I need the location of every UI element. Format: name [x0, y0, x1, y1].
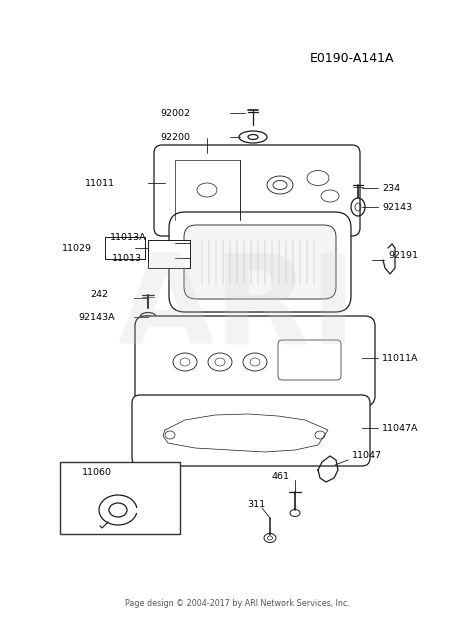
Text: 92143A: 92143A [78, 313, 115, 321]
Text: 11013A: 11013A [110, 233, 146, 241]
Text: ARI: ARI [117, 249, 357, 371]
FancyBboxPatch shape [154, 145, 360, 236]
Text: 461: 461 [272, 472, 290, 480]
FancyBboxPatch shape [135, 316, 375, 406]
Text: 11011A: 11011A [382, 353, 419, 363]
FancyBboxPatch shape [278, 340, 341, 380]
Text: 11011: 11011 [85, 178, 115, 188]
Text: 92200: 92200 [160, 132, 190, 142]
FancyBboxPatch shape [169, 212, 351, 312]
Text: 92143: 92143 [382, 202, 412, 212]
Bar [105, 237, 145, 259]
Text: Page design © 2004-2017 by ARI Network Services, Inc.: Page design © 2004-2017 by ARI Network S… [125, 599, 349, 608]
FancyBboxPatch shape [184, 225, 336, 299]
Text: 11047: 11047 [352, 451, 382, 459]
Bar [148, 240, 190, 268]
Text: E0190-A141A: E0190-A141A [310, 51, 394, 64]
Text: 11060: 11060 [82, 467, 112, 477]
Text: 92191: 92191 [388, 251, 418, 259]
Bar [60, 462, 180, 534]
Text: 242: 242 [90, 290, 108, 298]
Text: 11029: 11029 [62, 243, 92, 253]
Text: 11047A: 11047A [382, 423, 419, 433]
FancyBboxPatch shape [132, 395, 370, 466]
Text: 92002: 92002 [160, 108, 190, 118]
Text: 311: 311 [247, 500, 265, 508]
Text: 234: 234 [382, 183, 400, 193]
Text: 11013: 11013 [112, 254, 142, 262]
